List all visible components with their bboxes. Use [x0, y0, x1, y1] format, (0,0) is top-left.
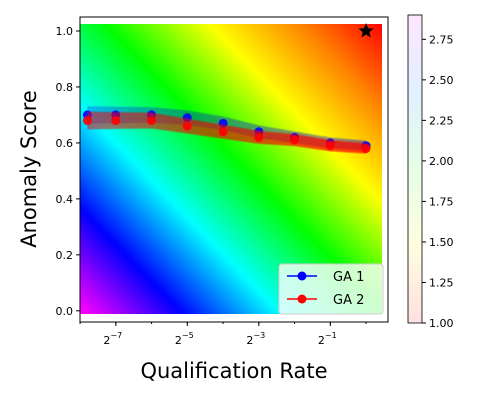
colorbar: 1.00 1.25 1.50 1.75 2.00 2.25 2.50 2.75 — [407, 14, 454, 330]
series-line-1 — [87, 107, 367, 144]
plot-area — [79, 16, 389, 323]
series-line-2 — [87, 111, 367, 146]
series-point-2 — [146, 116, 156, 126]
legend: GA 1 GA 2 — [278, 263, 384, 315]
colorbar-tick-label-3: 1.75 — [429, 195, 454, 208]
y-tick-label-2: 0.4 — [56, 193, 74, 206]
series-point-1 — [218, 118, 228, 128]
series-line-2 — [87, 125, 367, 154]
x-axis: 2−7 2−5 2−3 2−1 — [79, 322, 367, 347]
plot-frame — [79, 16, 389, 323]
x-tick-label-3: 2−1 — [318, 331, 337, 347]
series-line-2 — [87, 113, 367, 146]
series-line-1 — [87, 105, 367, 143]
legend-label-ga1: GA 1 — [333, 270, 364, 285]
y-axis: 0.0 0.2 0.4 0.6 0.8 1.0 — [56, 25, 80, 318]
series-layer — [82, 105, 371, 155]
y-tick-label-3: 0.6 — [56, 137, 74, 150]
legend-label-ga2: GA 2 — [333, 293, 364, 308]
series-point-2 — [182, 121, 192, 131]
colorbar-tick-label-1: 1.25 — [429, 276, 454, 289]
series-point-2 — [290, 135, 300, 145]
series-line-2 — [87, 111, 367, 145]
legend-marker-ga2 — [297, 294, 307, 304]
colorbar-tick-label-2: 1.50 — [429, 236, 454, 249]
x-tick-label-1: 2−5 — [175, 331, 194, 347]
y-tick-label-4: 0.8 — [56, 81, 74, 94]
series-point-2 — [82, 116, 92, 126]
series-line-2 — [87, 112, 367, 146]
colorbar-tick-label-5: 2.25 — [429, 114, 454, 127]
colorbar-tick-label-7: 2.75 — [429, 33, 454, 46]
series-line-2 — [87, 125, 367, 154]
y-tick-label-5: 1.0 — [56, 25, 74, 38]
legend-marker-ga1 — [297, 271, 307, 281]
series-point-2 — [111, 116, 121, 126]
series-point-1 — [182, 113, 192, 123]
x-tick-label-2: 2−3 — [246, 331, 265, 347]
series-line-2 — [87, 126, 367, 155]
series-line-1 — [87, 106, 367, 143]
series-point-2 — [254, 132, 264, 142]
y-tick-label-1: 0.2 — [56, 249, 74, 262]
series-line-1 — [87, 106, 367, 143]
colorbar-gradient — [407, 14, 423, 324]
colorbar-tick-label-4: 2.00 — [429, 155, 454, 168]
series-point-2 — [325, 141, 335, 151]
colorbar-ticks: 1.00 1.25 1.50 1.75 2.00 2.25 2.50 2.75 — [422, 33, 454, 330]
star-marker — [358, 23, 374, 38]
series-point-2 — [218, 127, 228, 137]
series-line-2 — [87, 126, 367, 154]
x-axis-label: Qualification Rate — [140, 359, 327, 383]
series-point-2 — [361, 144, 371, 154]
y-tick-label-0: 0.0 — [56, 305, 74, 318]
x-tick-label-0: 2−7 — [103, 331, 122, 347]
y-axis-label: Anomaly Score — [17, 90, 41, 248]
legend-box — [278, 263, 384, 315]
colorbar-tick-label-0: 1.00 — [429, 317, 454, 330]
colorbar-tick-label-6: 2.50 — [429, 74, 454, 87]
